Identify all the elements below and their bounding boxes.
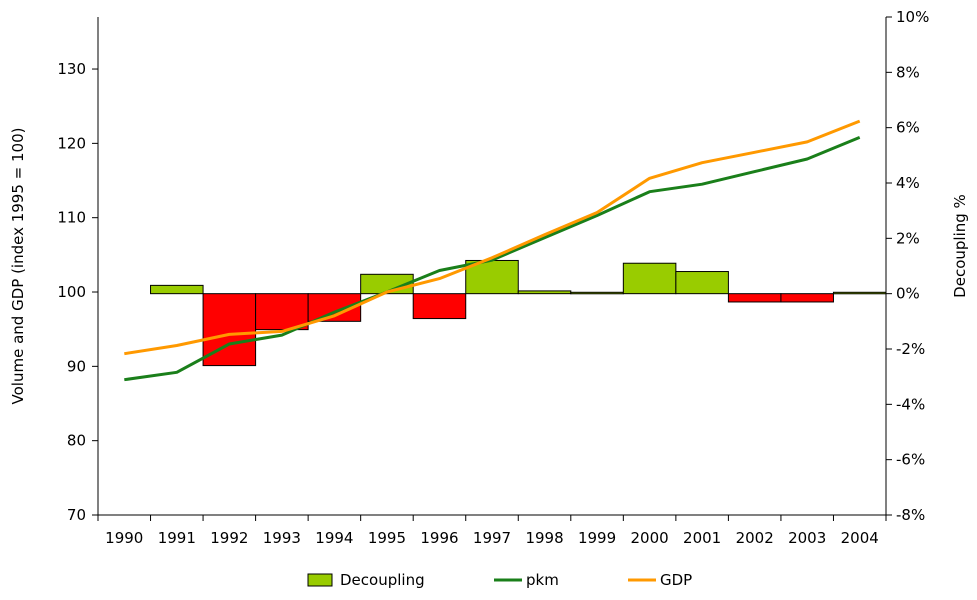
decoupling-bar-2001: [675, 271, 729, 295]
x-tick-label: 2001: [683, 529, 721, 547]
x-tick-label: 1998: [525, 529, 563, 547]
x-tick-label: 2003: [788, 529, 826, 547]
left-tick-label: 90: [67, 357, 86, 375]
decoupling-bar-1996: [412, 293, 467, 320]
x-tick-label: 1997: [473, 529, 511, 547]
left-tick-label: 100: [57, 283, 86, 301]
decoupling-bar-1991: [150, 284, 204, 295]
x-tick-label: 1991: [158, 529, 196, 547]
decoupling-bar-2002: [727, 293, 782, 303]
x-tick-label: 1990: [105, 529, 143, 547]
left-tick-label: 130: [57, 60, 86, 78]
x-tick-label: 2000: [631, 529, 669, 547]
x-tick-label: 2004: [841, 529, 879, 547]
right-tick-label: -6%: [896, 451, 925, 469]
right-axis-ticks: -8% -6% -4% -2% 0% 2% 4% 6% 8% 10%: [886, 8, 929, 524]
decoupling-bar-1998: [517, 290, 572, 295]
right-tick-label: -2%: [896, 340, 925, 358]
right-tick-label: 4%: [896, 174, 920, 192]
x-tick-label: 1993: [263, 529, 301, 547]
decoupling-bars: [150, 259, 887, 367]
right-tick-label: 2%: [896, 229, 920, 247]
legend-label-decoupling: Decoupling: [340, 571, 425, 589]
left-tick-label: 120: [57, 134, 86, 152]
line-pkm: [124, 136, 861, 382]
y2-axis-title: Decoupling %: [951, 194, 969, 298]
legend-swatch-decoupling: [307, 573, 333, 587]
x-tick-label: 1996: [420, 529, 458, 547]
decoupling-bar-1999: [570, 291, 624, 295]
legend: Decoupling pkm GDP: [307, 571, 692, 589]
right-tick-label: -8%: [896, 506, 925, 524]
decoupling-bar-2003: [780, 293, 834, 303]
x-tick-label: 1992: [210, 529, 248, 547]
decoupling-bar-2000: [622, 262, 677, 295]
right-tick-label: 8%: [896, 63, 920, 81]
x-tick-label: 1994: [315, 529, 353, 547]
right-tick-label: 0%: [896, 285, 920, 303]
right-tick-label: -4%: [896, 395, 925, 413]
decoupling-bar-2004: [832, 291, 887, 295]
y-axis-title: Volume and GDP (index 1995 = 100): [9, 128, 27, 405]
series-lines: [124, 119, 861, 382]
x-tick-label: 1999: [578, 529, 616, 547]
axes: [97, 17, 887, 516]
x-axis-ticks: 1990 1991 1992 1993 1994 1995 1996 1997 1998 1999…: [97, 515, 887, 547]
line-gdp: [124, 119, 861, 356]
legend-label-pkm: pkm: [526, 571, 559, 589]
x-tick-label: 1995: [368, 529, 406, 547]
left-axis-ticks: 70 80 90 100 110 120 130: [57, 60, 98, 524]
right-tick-label: 6%: [896, 119, 920, 137]
decoupling-bar-1993: [255, 293, 309, 331]
left-tick-label: 70: [67, 506, 86, 524]
right-tick-label: 10%: [896, 8, 929, 26]
legend-label-gdp: GDP: [660, 571, 692, 589]
left-tick-label: 110: [57, 209, 86, 227]
left-tick-label: 80: [67, 432, 86, 450]
x-tick-label: 2002: [736, 529, 774, 547]
